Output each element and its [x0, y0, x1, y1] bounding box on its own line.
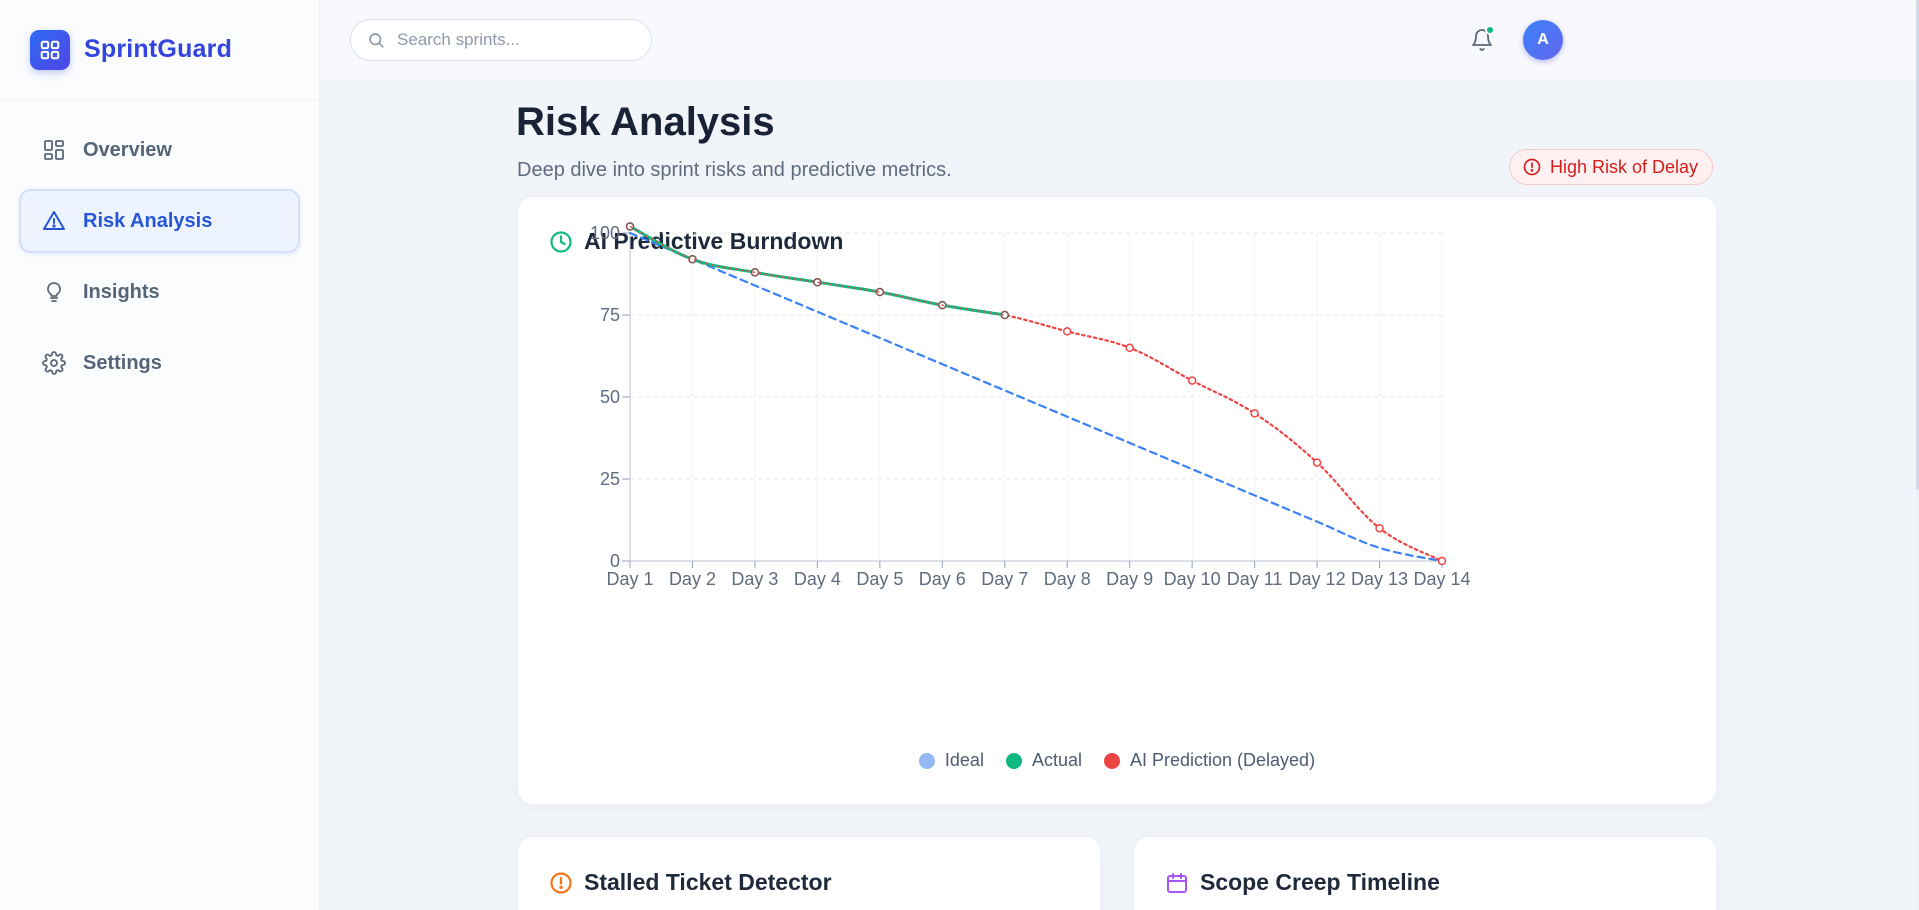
legend-swatch: [1005, 752, 1022, 769]
notifications-button[interactable]: [1466, 24, 1498, 56]
data-point-ai-prediction-delayed: [1437, 556, 1447, 566]
legend-label: AI Prediction (Delayed): [1129, 750, 1316, 770]
scrollbar-thumb[interactable]: [1916, 0, 1919, 490]
search-icon: [367, 31, 385, 49]
sidebar-item-insights[interactable]: Insights: [19, 260, 300, 324]
grid-icon: [41, 137, 67, 163]
x-tick-label: Day 1: [606, 569, 653, 589]
warning-triangle-icon: [41, 208, 67, 234]
card-title-text: Stalled Ticket Detector: [584, 869, 832, 895]
card-title: Stalled Ticket Detector: [548, 869, 832, 896]
data-point-actual: [688, 254, 697, 264]
alert-circle-icon: [548, 870, 574, 896]
card-title: AI Predictive Burndown: [548, 228, 843, 255]
gear-icon: [41, 350, 67, 376]
sidebar-nav: Overview Risk Analysis Insights: [0, 100, 319, 395]
sidebar-item-overview[interactable]: Overview: [19, 118, 300, 182]
legend-swatch: [918, 752, 935, 769]
x-tick-label: Day 7: [981, 569, 1028, 589]
burndown-card: AI Predictive Burndown 0 25 50 75 100 Day 1 Da…: [517, 196, 1717, 805]
scope-creep-card: Scope Creep Timeline: [1133, 836, 1717, 910]
risk-badge-label: High Risk of Delay: [1550, 156, 1699, 177]
page-subtitle: Deep dive into sprint risks and predicti…: [517, 159, 952, 181]
legend-item[interactable]: Actual: [1005, 750, 1082, 771]
brand-name: SprintGuard: [84, 35, 233, 63]
x-tick-label: Day 2: [669, 569, 716, 589]
alert-circle-icon: [1522, 157, 1542, 177]
data-point-actual: [750, 268, 760, 277]
series-line-actual: [628, 224, 1007, 317]
sidebar-item-risk-analysis[interactable]: Risk Analysis: [19, 189, 300, 253]
x-tick-label: Day 12: [1289, 569, 1346, 589]
series-line-ideal: [628, 231, 1444, 563]
y-tick-label: 25: [600, 469, 620, 489]
sidebar-item-label: Insights: [83, 280, 160, 303]
data-point-ai-prediction-delayed: [1062, 327, 1072, 336]
card-title-text: AI Predictive Burndown: [584, 228, 844, 254]
data-point-ai-prediction-delayed: [1187, 376, 1197, 385]
y-tick-label: 50: [600, 387, 620, 407]
chart-legend: Ideal Actual AI Prediction (Delayed): [518, 750, 1716, 771]
search-box[interactable]: [350, 19, 652, 61]
card-title: Scope Creep Timeline: [1164, 869, 1440, 896]
data-point-ai-prediction-delayed: [1125, 343, 1134, 353]
sidebar-item-label: Overview: [83, 138, 172, 161]
legend-swatch: [1103, 752, 1120, 769]
y-tick-label: 0: [610, 551, 620, 571]
grid-icon: [30, 29, 70, 70]
y-tick-label: 75: [600, 305, 620, 325]
sidebar-item-settings[interactable]: Settings: [19, 331, 300, 395]
x-tick-label: Day 8: [1044, 569, 1091, 589]
notification-dot: [1485, 25, 1495, 35]
sidebar-item-label: Risk Analysis: [83, 209, 213, 232]
x-tick-label: Day 14: [1413, 569, 1470, 589]
x-tick-label: Day 3: [731, 569, 778, 589]
top-bar: [320, 0, 1919, 80]
x-tick-label: Day 9: [1106, 569, 1153, 589]
lightbulb-icon: [41, 279, 67, 305]
x-tick-label: Day 10: [1164, 569, 1221, 589]
calendar-icon: [1164, 870, 1190, 896]
scrollbar[interactable]: [1916, 0, 1919, 910]
series-line-prediction-overlay: [629, 225, 1005, 316]
data-point-ai-prediction-delayed: [1375, 523, 1384, 533]
search-input[interactable]: [397, 30, 627, 50]
data-point-ai-prediction-delayed: [1312, 458, 1322, 467]
legend-item[interactable]: AI Prediction (Delayed): [1103, 750, 1316, 771]
burndown-chart[interactable]: 0 25 50 75 100 Day 1 Day 2 Day 3 Day 4 Day 5 Day 6…: [518, 197, 1718, 737]
y-tick-label: 100: [590, 223, 620, 243]
data-point-ai-prediction-delayed: [1250, 409, 1259, 418]
x-tick-label: Day 11: [1227, 569, 1283, 589]
x-tick-label: Day 13: [1351, 569, 1408, 589]
avatar[interactable]: A: [1523, 20, 1563, 60]
x-tick-label: Day 6: [919, 569, 966, 589]
sidebar-item-label: Settings: [83, 351, 162, 374]
risk-badge: High Risk of Delay: [1509, 149, 1714, 185]
series-line-ai-prediction-delayed: [628, 225, 1444, 563]
legend-label: Ideal: [944, 750, 984, 770]
sidebar: SprintGuard Overview Risk Analysis: [0, 0, 320, 910]
clock-icon: [548, 229, 574, 255]
stalled-ticket-card: Stalled Ticket Detector: [517, 836, 1101, 910]
legend-item[interactable]: Ideal: [918, 750, 984, 771]
x-tick-label: Day 4: [794, 569, 841, 589]
bell-icon: [1470, 28, 1494, 52]
brand[interactable]: SprintGuard: [0, 0, 319, 100]
x-tick-label: Day 5: [856, 569, 903, 589]
legend-label: Actual: [1031, 750, 1082, 770]
page-title: Risk Analysis: [516, 100, 775, 144]
card-title-text: Scope Creep Timeline: [1200, 869, 1440, 895]
